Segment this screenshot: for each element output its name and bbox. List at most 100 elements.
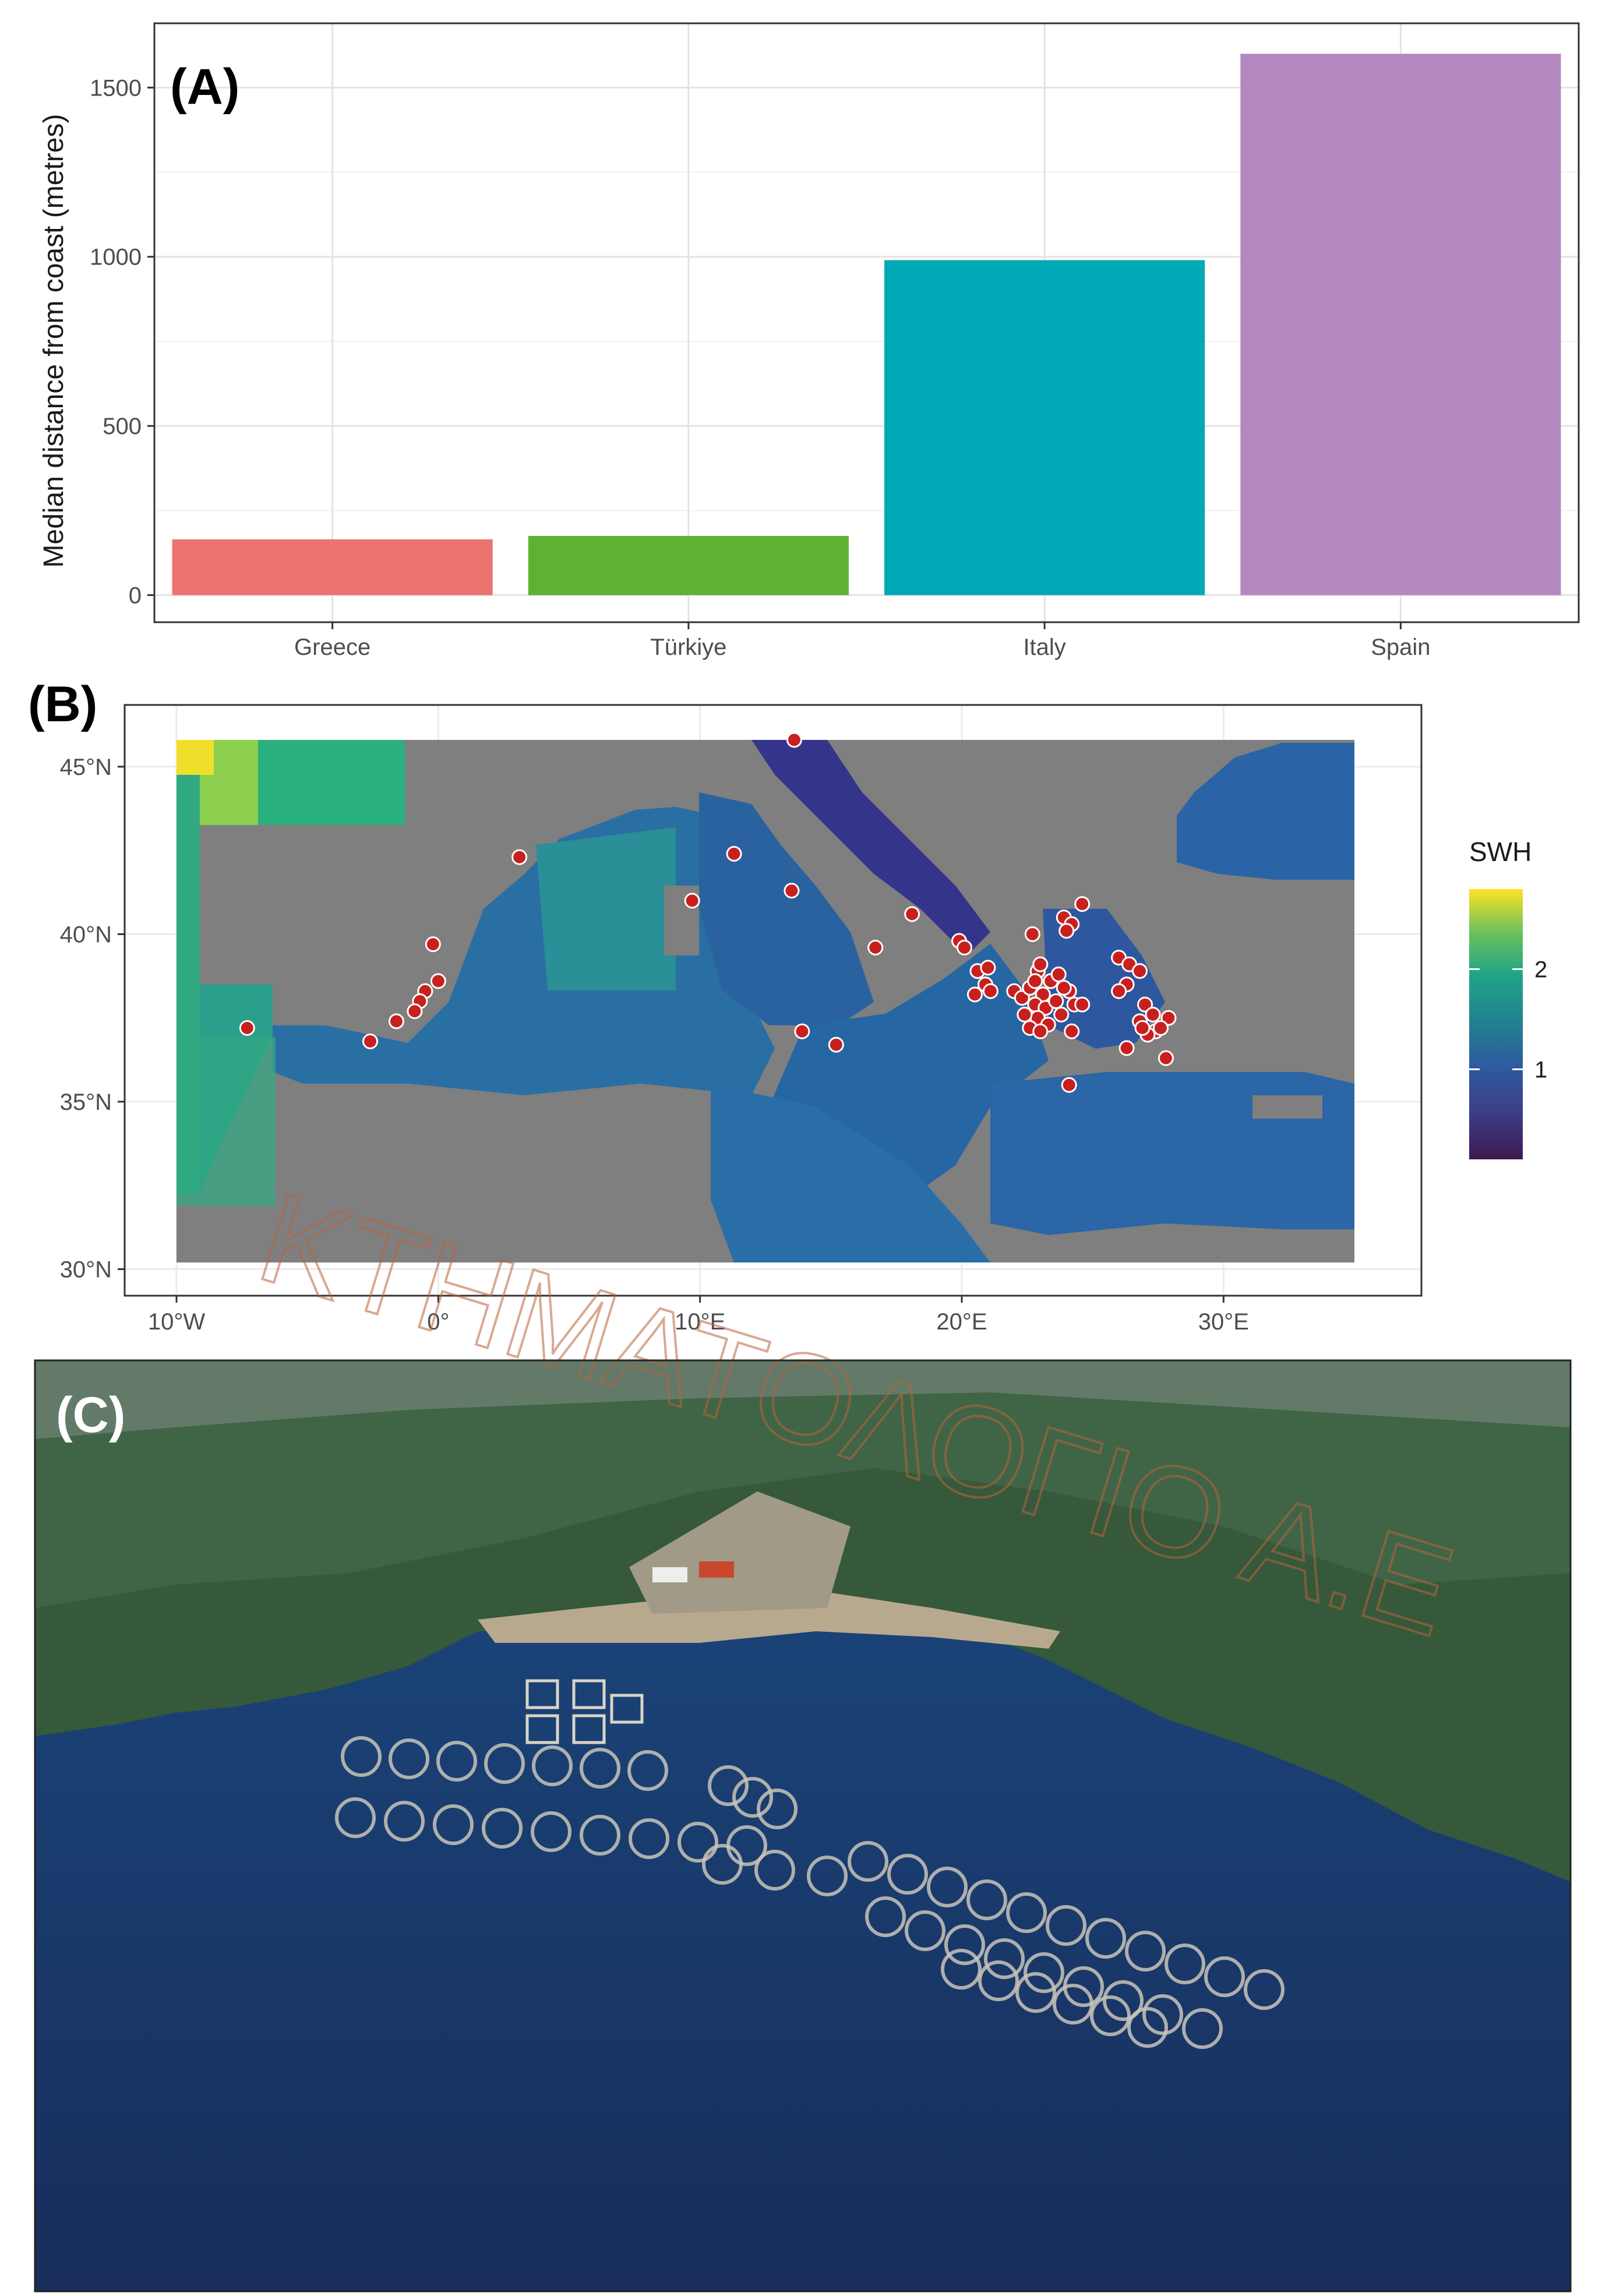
legend-ticks: 12: [1469, 957, 1547, 1082]
farm-point: [388, 1013, 404, 1029]
fish-cage: [436, 1741, 477, 1782]
photo-building: [652, 1567, 687, 1582]
photo-forest: [35, 1360, 1571, 1608]
farm-point: [1160, 1010, 1177, 1026]
fish-cage: [1204, 1956, 1245, 1997]
atlantic-corner-cells: [177, 740, 214, 775]
y-tick-label: 40°N: [60, 922, 112, 948]
fish-cage: [944, 1924, 985, 1965]
fish-cage: [341, 1736, 382, 1777]
farm-point: [726, 846, 742, 862]
farm-point: [684, 893, 700, 909]
photo-shore: [478, 1590, 1060, 1649]
y-tick-label: 30°N: [60, 1257, 112, 1283]
farm-point: [1032, 956, 1049, 972]
balearic-sea-cells: [536, 827, 676, 990]
farm-point: [362, 1034, 379, 1049]
fish-cage: [1090, 1995, 1131, 2036]
fish-cage: [1006, 1892, 1047, 1933]
fish-cage: [627, 1750, 668, 1791]
fish-cage: [531, 1811, 571, 1852]
land-mask: [1252, 1095, 1322, 1119]
fish-cage: [905, 1910, 945, 1951]
fish-cage: [1085, 1918, 1126, 1959]
farm-point: [1050, 967, 1067, 982]
farm-point: [1056, 980, 1072, 996]
y-axis-ticks: 0 500 1000 1500: [90, 75, 154, 609]
fish-cage: [580, 1748, 620, 1789]
fish-cage: [629, 1818, 669, 1859]
farm-point: [425, 936, 441, 953]
satellite-photo-panel: ΚΤΗΜΑΤΟΛΟΓΙΟ Α.Ε (C): [34, 1164, 1572, 2293]
x-tick-label: 20°E: [936, 1309, 987, 1335]
panel-label-a: (A): [170, 59, 239, 115]
legend-title: SWH: [1469, 837, 1532, 867]
farm-point: [1053, 1007, 1070, 1022]
photo-rocky-ridge: [35, 1360, 1571, 1439]
x-tick-label: Spain: [1371, 634, 1430, 660]
bar-chart-panel: 0 500 1000 1500 Greece Türkiye Italy Spain Med…: [38, 22, 1580, 660]
farm-point: [1064, 1023, 1080, 1039]
fish-cage: [865, 1896, 906, 1937]
y-tick-label: 45°N: [60, 754, 112, 780]
fish-cage: [702, 1844, 743, 1885]
y-tick-label: 0: [129, 583, 142, 609]
farm-point: [1118, 1040, 1135, 1056]
y-tick-label: 1000: [90, 245, 142, 270]
farm-point: [1111, 983, 1127, 999]
fish-cage: [757, 1789, 798, 1829]
tyrrhenian-cells: [699, 792, 874, 1025]
fish-pen-square: [610, 1694, 644, 1724]
fish-cage: [848, 1841, 888, 1882]
map-y-axis-ticks: 30°N 35°N 40°N 45°N: [60, 754, 125, 1283]
farm-point: [982, 983, 998, 999]
farm-point: [1137, 996, 1153, 1013]
fish-cage: [1024, 1952, 1064, 1993]
fish-pen-square: [572, 1714, 606, 1744]
x-tick-label: 10°E: [675, 1309, 725, 1335]
fish-cage: [807, 1856, 848, 1896]
fish-cage: [580, 1815, 620, 1856]
legend-tick-label: 2: [1534, 957, 1547, 982]
photo-frame: [34, 1359, 1572, 2293]
x-tick-label: 30°E: [1198, 1309, 1249, 1335]
farm-point: [1014, 990, 1030, 1006]
fish-cage: [978, 1960, 1019, 2001]
farm-point: [1017, 1007, 1033, 1022]
farm-point: [904, 906, 920, 922]
black-sea-cells: [1177, 743, 1354, 880]
adriatic-cells: [751, 740, 990, 955]
farm-points: [239, 732, 1177, 1093]
fish-cage: [732, 1777, 773, 1818]
fish-cage: [1182, 2008, 1223, 2049]
y-tick-label: 35°N: [60, 1089, 112, 1115]
fish-cages: [335, 1679, 1285, 2049]
panel-label-c: (C): [56, 1387, 125, 1443]
fish-cage: [678, 1822, 718, 1863]
farm-point: [430, 973, 446, 989]
fish-cage: [708, 1765, 749, 1806]
fish-cage: [1125, 1931, 1166, 1971]
farm-point: [407, 1003, 423, 1020]
fish-cage: [1046, 1905, 1086, 1946]
fish-cage: [1142, 1994, 1183, 2035]
farm-point: [1024, 926, 1040, 942]
y-tick-label: 1500: [90, 75, 142, 101]
farm-point: [867, 940, 884, 955]
farm-point: [239, 1020, 255, 1036]
bar-italy: [884, 260, 1205, 595]
farm-point: [1027, 973, 1043, 989]
fish-pen-square: [572, 1679, 606, 1709]
fish-cage: [927, 1867, 968, 1907]
farm-point: [1158, 1050, 1174, 1066]
farm-point: [786, 732, 802, 748]
x-tick-label: Greece: [294, 634, 370, 660]
farm-point: [1152, 1020, 1169, 1036]
farm-point: [794, 1023, 810, 1039]
farm-point: [1048, 993, 1064, 1009]
photo-building-roof: [699, 1561, 734, 1578]
farm-point: [980, 960, 996, 976]
farm-point: [966, 986, 983, 1003]
map-panel: (B): [28, 676, 1547, 1335]
